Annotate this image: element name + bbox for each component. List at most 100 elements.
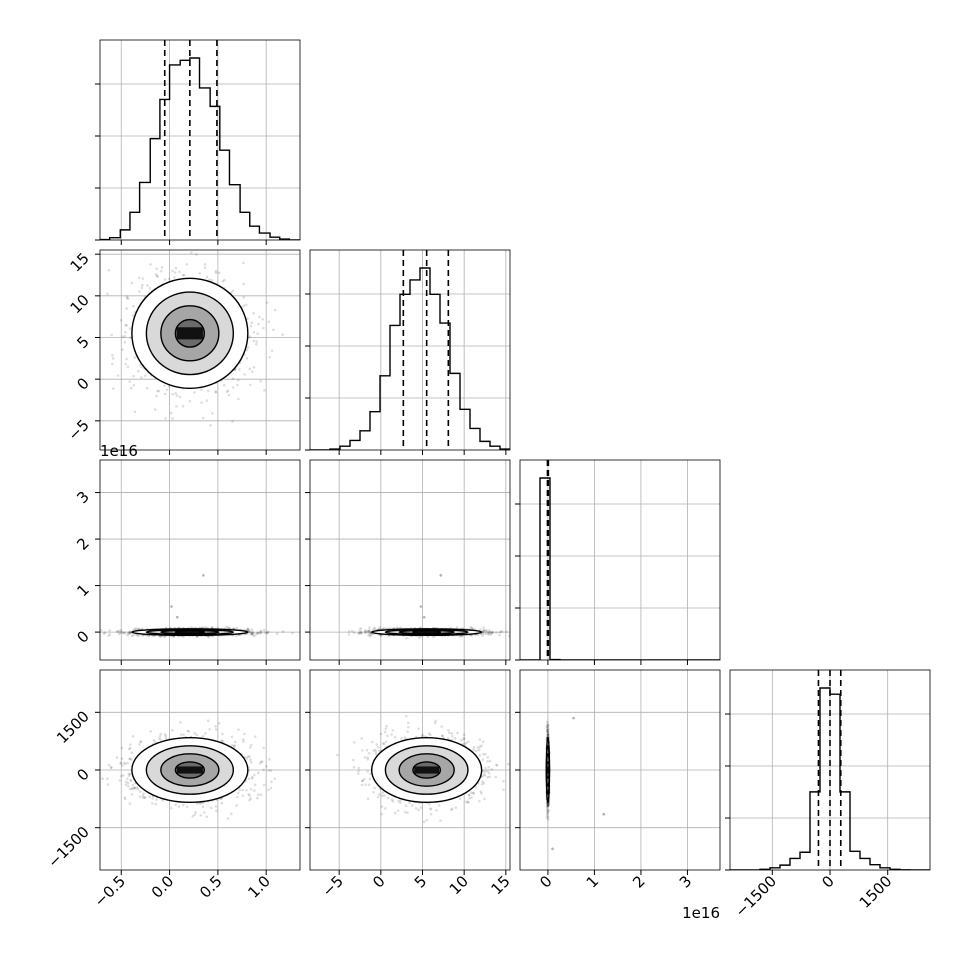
sample-point <box>238 788 242 792</box>
sample-point <box>273 308 277 312</box>
sample-point <box>369 633 372 637</box>
sample-point <box>148 286 152 290</box>
histogram-step <box>100 57 300 240</box>
sample-point <box>482 629 486 633</box>
sample-point <box>132 374 135 378</box>
sample-point <box>359 627 363 630</box>
sample-point <box>158 635 162 638</box>
sample-point <box>231 420 234 423</box>
panel-frame <box>309 249 511 451</box>
panel-frame <box>309 459 511 661</box>
sample-point <box>149 263 152 266</box>
sample-point <box>190 251 193 254</box>
sample-point <box>155 394 158 398</box>
sample-point <box>378 626 382 629</box>
contour-line <box>370 628 483 637</box>
sample-point <box>261 318 265 321</box>
sample-point <box>372 627 376 631</box>
sample-point <box>116 630 119 633</box>
sample-point <box>167 277 171 281</box>
sample-point <box>489 632 493 635</box>
sample-point <box>125 296 129 300</box>
sample-point <box>225 390 229 394</box>
sample-point <box>102 632 106 635</box>
sample-point <box>255 796 259 800</box>
sample-point <box>208 278 211 282</box>
sample-point <box>214 391 218 394</box>
panel-frame <box>99 459 301 661</box>
sample-point <box>255 340 258 343</box>
sample-point <box>263 631 267 634</box>
sample-point <box>119 761 123 765</box>
histogram-1 <box>310 250 510 450</box>
sample-point <box>439 574 443 577</box>
sample-point <box>231 289 235 293</box>
sample-point <box>487 633 491 636</box>
sample-point <box>120 630 123 634</box>
sample-point <box>155 267 158 271</box>
sample-point <box>460 634 463 638</box>
sample-point <box>164 416 167 420</box>
sample-point <box>476 633 480 637</box>
sample-point <box>178 270 181 274</box>
sample-point <box>101 777 104 781</box>
sample-point <box>131 735 135 738</box>
sample-point <box>262 768 265 772</box>
sample-point <box>486 631 490 635</box>
sample-point <box>250 321 254 325</box>
sample-point <box>163 392 167 396</box>
sample-point <box>88 313 91 316</box>
sample-point <box>360 632 363 635</box>
sample-point <box>141 283 144 287</box>
sample-point <box>368 630 372 634</box>
sample-point <box>455 626 459 629</box>
sample-point <box>204 626 207 629</box>
pair-panel-2-1 <box>310 460 514 660</box>
sample-point <box>175 394 179 397</box>
sample-point <box>221 279 225 283</box>
sample-point <box>124 783 128 786</box>
sample-point <box>127 772 131 776</box>
sample-point <box>250 632 254 635</box>
sample-point <box>175 405 178 408</box>
sample-point <box>137 276 141 280</box>
sample-point <box>215 246 218 249</box>
sample-point <box>248 798 251 802</box>
sample-point <box>248 630 251 634</box>
sample-point <box>511 629 514 632</box>
sample-point <box>422 615 426 619</box>
sample-point <box>245 357 249 360</box>
sample-point <box>259 630 263 634</box>
sample-point <box>179 733 183 736</box>
sample-point <box>151 797 155 800</box>
sample-point <box>242 282 245 286</box>
sample-point <box>258 315 261 319</box>
sample-point <box>231 377 235 381</box>
sample-point <box>383 627 387 630</box>
sample-point <box>248 794 251 797</box>
sample-point <box>491 630 494 634</box>
sample-point <box>131 314 135 317</box>
sample-point <box>498 633 501 637</box>
sample-point <box>139 376 143 379</box>
sample-point <box>482 626 485 630</box>
sample-point <box>252 330 256 334</box>
sample-point <box>367 634 370 637</box>
contour-line <box>384 628 469 636</box>
sample-point <box>366 630 369 633</box>
sample-point <box>129 631 132 635</box>
sample-point <box>209 424 212 427</box>
sample-point <box>226 389 230 392</box>
sample-point <box>227 393 231 397</box>
sample-point <box>246 628 250 631</box>
sample-point <box>111 387 115 390</box>
sample-point <box>360 630 363 634</box>
sample-point <box>125 324 128 327</box>
sample-point <box>137 627 141 631</box>
sample-point <box>267 320 271 324</box>
sample-point <box>484 628 487 632</box>
sample-point <box>367 629 371 633</box>
sample-point <box>507 634 510 638</box>
sample-point <box>136 633 139 637</box>
sample-point <box>129 386 133 390</box>
